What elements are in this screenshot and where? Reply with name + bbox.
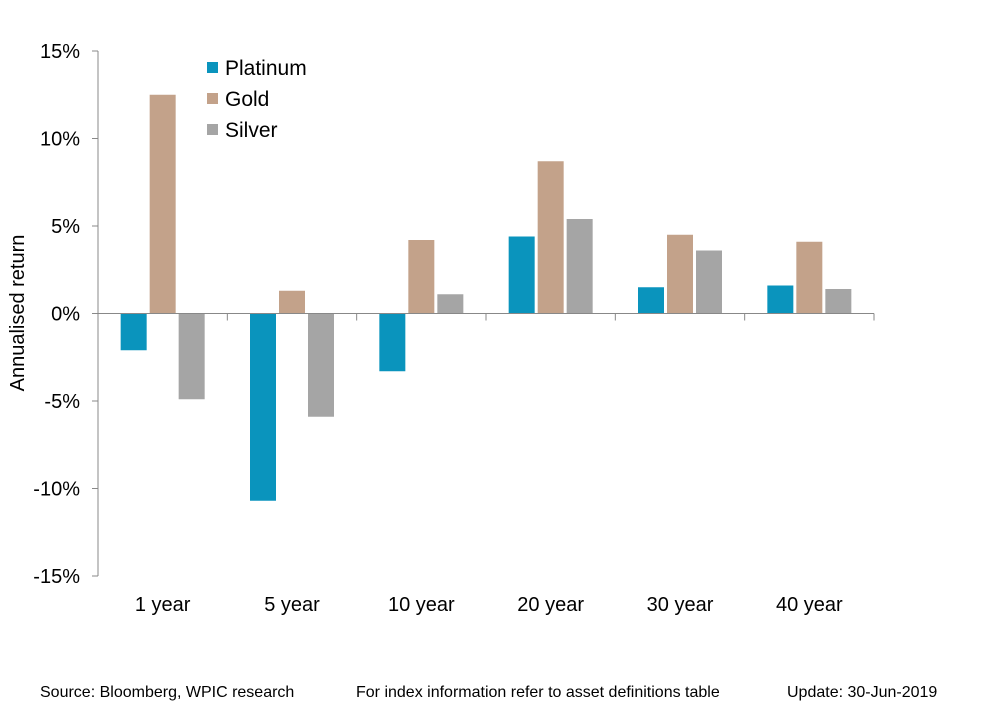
x-tick-label: 10 year: [388, 594, 455, 616]
y-tick-label: 15%: [40, 41, 80, 63]
x-tick-label: 20 year: [517, 594, 584, 616]
bar-gold-1-year: [149, 94, 176, 314]
update-date: Update: 30-Jun-2019: [787, 684, 938, 701]
plot-area: [120, 94, 852, 501]
bar-silver-20-year: [566, 219, 593, 314]
bar-platinum-10-year: [379, 313, 406, 372]
bar-platinum-20-year: [508, 236, 535, 314]
bar-silver-30-year: [696, 250, 722, 314]
bar-silver-5-year: [308, 313, 334, 417]
legend-label-gold: Gold: [225, 88, 269, 111]
legend-label-platinum: Platinum: [225, 57, 307, 80]
legend: Platinum Gold Silver: [207, 57, 307, 142]
bar-gold-30-year: [667, 234, 693, 314]
legend-swatch-platinum: [207, 62, 218, 73]
y-tick-label: 5%: [51, 216, 80, 238]
bar-silver-40-year: [825, 289, 852, 314]
y-tick-label: 10%: [40, 129, 80, 151]
y-axis-title: Annualised return: [7, 235, 29, 392]
bar-gold-10-year: [408, 240, 435, 314]
bar-silver-10-year: [437, 294, 464, 314]
x-tick-label: 5 year: [264, 594, 320, 616]
y-axis: 15% 10% 5% 0% -5% -10% -15%: [33, 41, 99, 588]
x-tick-label: 30 year: [647, 594, 714, 616]
bar-platinum-1-year: [120, 313, 147, 351]
bar-platinum-40-year: [767, 285, 794, 314]
legend-swatch-silver: [207, 124, 218, 135]
legend-swatch-gold: [207, 93, 218, 104]
index-info-note: For index information refer to asset def…: [356, 684, 720, 701]
bar-silver-1-year: [178, 313, 205, 400]
x-tick-label: 40 year: [776, 594, 843, 616]
bar-platinum-5-year: [250, 313, 276, 501]
bar-gold-5-year: [279, 290, 305, 314]
y-tick-label: -15%: [33, 566, 80, 588]
x-tick-label: 1 year: [135, 594, 191, 616]
legend-label-silver: Silver: [225, 119, 278, 142]
y-tick-label: -10%: [33, 479, 80, 501]
y-tick-label: -5%: [44, 391, 80, 413]
bar-gold-20-year: [537, 161, 564, 314]
bar-gold-40-year: [796, 241, 823, 314]
source-note: Source: Bloomberg, WPIC research: [40, 684, 295, 701]
y-tick-label: 0%: [51, 304, 80, 326]
x-axis: 1 year 5 year 10 year 20 year 30 year 40 year: [97, 313, 875, 616]
bar-platinum-30-year: [638, 287, 664, 314]
